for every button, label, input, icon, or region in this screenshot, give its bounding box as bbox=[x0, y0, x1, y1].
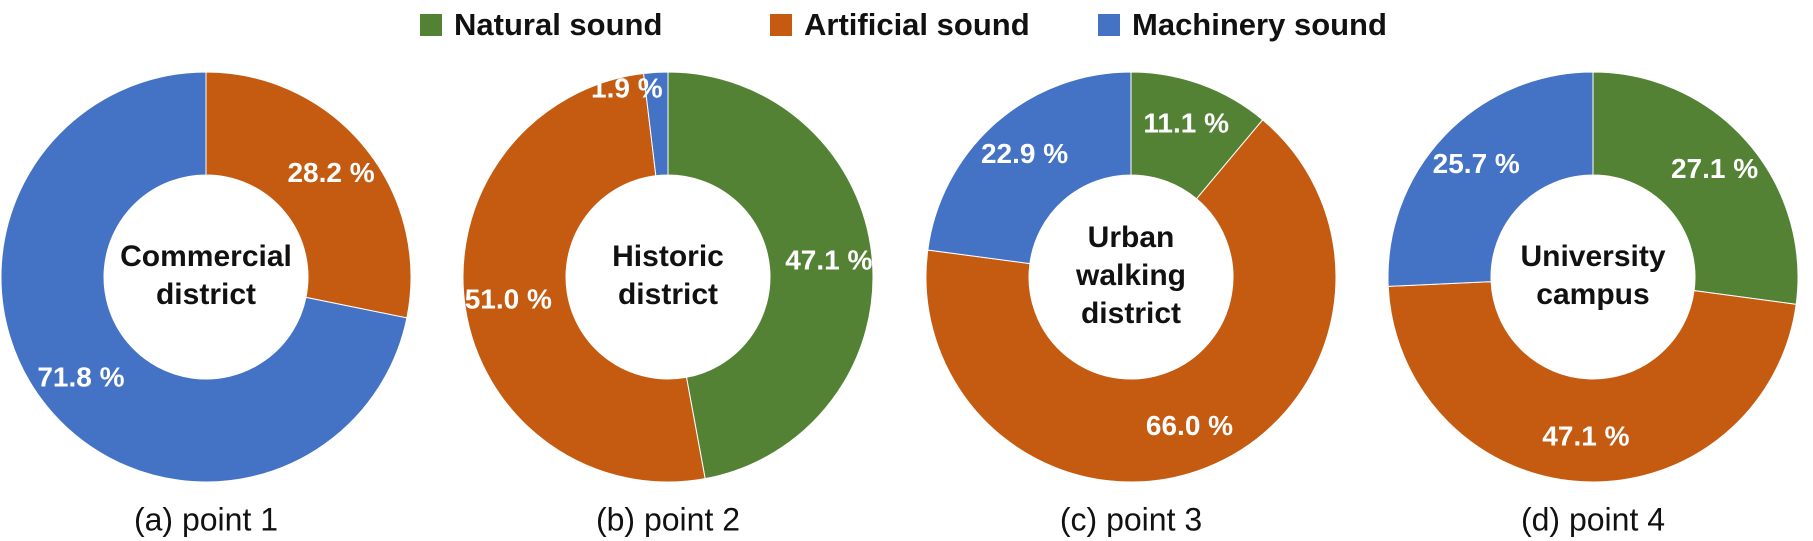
center-label: Urban bbox=[1088, 221, 1175, 254]
donut-slice bbox=[0, 71, 408, 483]
value-label: 66.0 % bbox=[1146, 410, 1233, 441]
value-label: 22.9 % bbox=[981, 138, 1068, 169]
donut-slice bbox=[927, 71, 1132, 265]
legend-label: Machinery sound bbox=[1132, 7, 1387, 42]
value-label: 71.8 % bbox=[37, 362, 124, 393]
donut-slice bbox=[925, 119, 1337, 483]
donut-slice bbox=[667, 71, 874, 480]
legend-swatch bbox=[420, 14, 442, 36]
donut-slice bbox=[205, 71, 412, 319]
center-label: district bbox=[156, 278, 256, 311]
center-label: district bbox=[1081, 297, 1181, 330]
donut-slice bbox=[1592, 71, 1799, 305]
center-label: district bbox=[618, 278, 718, 311]
value-label: 51.0 % bbox=[465, 284, 552, 315]
legend-swatch bbox=[770, 14, 792, 36]
legend-label: Natural sound bbox=[454, 7, 662, 42]
value-label: 11.1 % bbox=[1143, 108, 1229, 139]
value-label: 47.1 % bbox=[785, 245, 872, 276]
donut-slice bbox=[1387, 71, 1594, 287]
value-label: 27.1 % bbox=[1671, 153, 1758, 184]
donut-slice bbox=[462, 72, 706, 483]
caption: (b) point 2 bbox=[596, 501, 740, 537]
value-label: 25.7 % bbox=[1433, 148, 1520, 179]
center-label: University bbox=[1520, 240, 1665, 273]
center-label: campus bbox=[1536, 278, 1649, 311]
donut-slice bbox=[1387, 281, 1797, 483]
legend-swatch bbox=[1098, 14, 1120, 36]
caption: (a) point 1 bbox=[134, 501, 278, 537]
value-label: 47.1 % bbox=[1542, 421, 1629, 452]
center-label: Historic bbox=[612, 240, 724, 273]
donut-slice bbox=[643, 71, 669, 177]
legend-label: Artificial sound bbox=[804, 7, 1030, 42]
center-label: walking bbox=[1075, 259, 1186, 292]
caption: (d) point 4 bbox=[1521, 501, 1665, 537]
caption: (c) point 3 bbox=[1060, 501, 1202, 537]
value-label: 28.2 % bbox=[287, 157, 374, 188]
value-label: 1.9 % bbox=[591, 73, 663, 104]
center-label: Commercial bbox=[120, 240, 292, 273]
